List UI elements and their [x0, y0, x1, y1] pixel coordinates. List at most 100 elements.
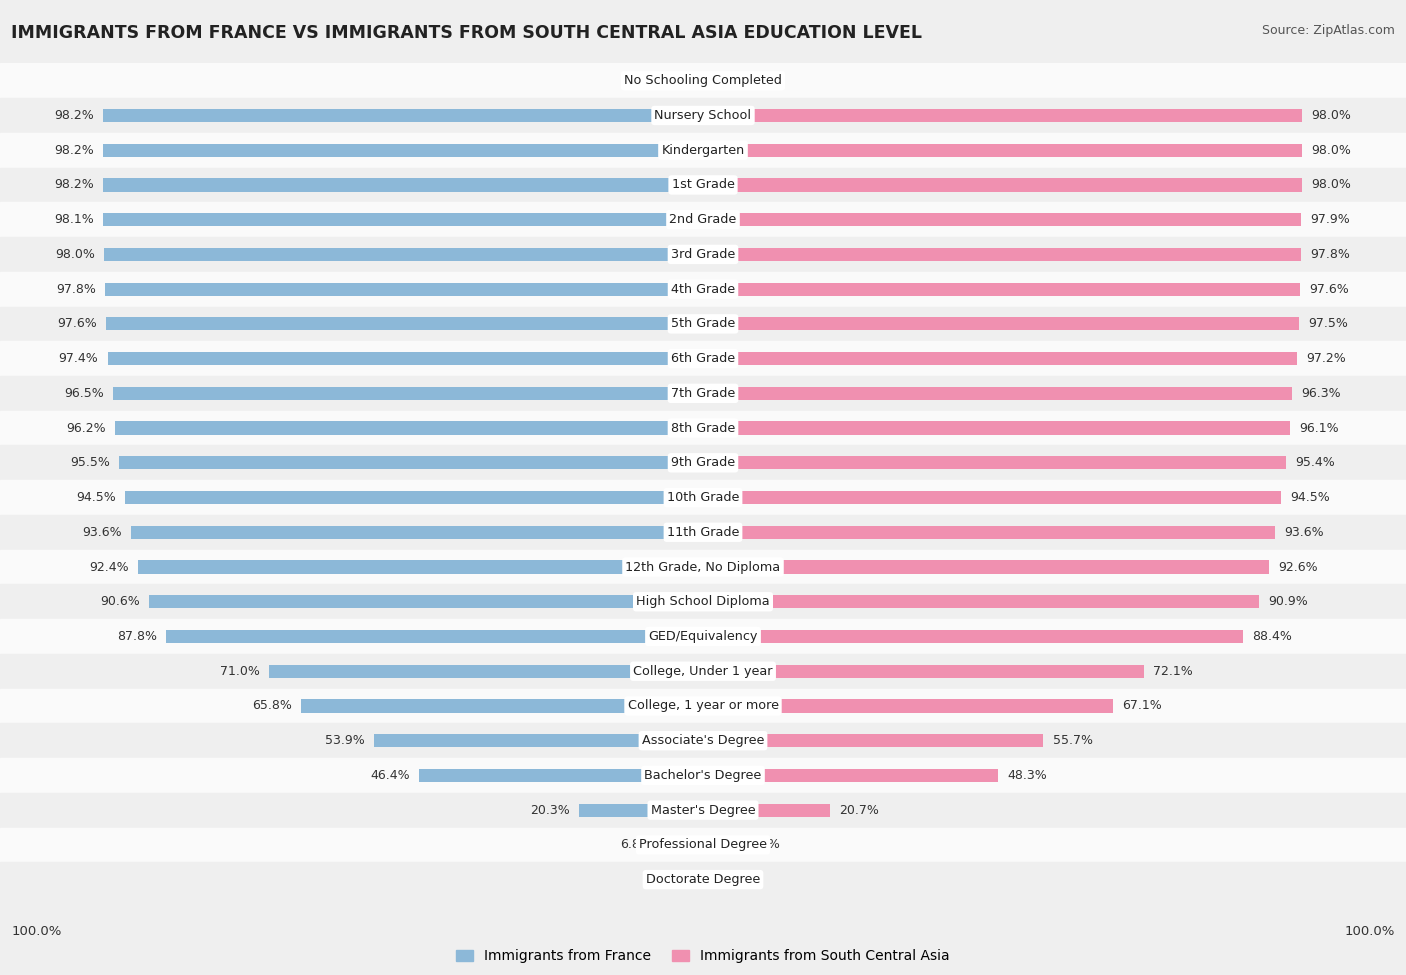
Bar: [103, 109, 703, 122]
Text: 95.4%: 95.4%: [1295, 456, 1336, 469]
Text: 98.0%: 98.0%: [1312, 143, 1351, 157]
Bar: [703, 630, 1243, 644]
Text: 98.0%: 98.0%: [1312, 109, 1351, 122]
Text: 93.6%: 93.6%: [82, 526, 122, 539]
Text: 20.3%: 20.3%: [530, 803, 569, 817]
Text: Doctorate Degree: Doctorate Degree: [645, 874, 761, 886]
Text: 6.8%: 6.8%: [620, 838, 652, 851]
Text: 5th Grade: 5th Grade: [671, 318, 735, 331]
Bar: [703, 317, 1299, 331]
Text: 96.3%: 96.3%: [1301, 387, 1340, 400]
Text: 96.1%: 96.1%: [1299, 421, 1340, 435]
Text: Source: ZipAtlas.com: Source: ZipAtlas.com: [1261, 24, 1395, 37]
Text: 20.7%: 20.7%: [839, 803, 879, 817]
Text: 55.7%: 55.7%: [1053, 734, 1092, 747]
Text: 97.6%: 97.6%: [58, 318, 97, 331]
Bar: [0, 98, 1406, 133]
Bar: [149, 595, 703, 608]
Bar: [703, 838, 740, 851]
Text: 98.2%: 98.2%: [53, 143, 94, 157]
Text: Bachelor's Degree: Bachelor's Degree: [644, 769, 762, 782]
Bar: [0, 481, 1406, 515]
Text: 92.6%: 92.6%: [1278, 561, 1317, 573]
Text: 97.8%: 97.8%: [1310, 248, 1350, 261]
Text: 3rd Grade: 3rd Grade: [671, 248, 735, 261]
Text: 90.9%: 90.9%: [1268, 596, 1308, 608]
Text: 100.0%: 100.0%: [11, 924, 62, 938]
Text: 98.2%: 98.2%: [53, 178, 94, 191]
Bar: [419, 769, 703, 782]
Bar: [703, 734, 1043, 747]
Text: High School Diploma: High School Diploma: [636, 596, 770, 608]
Bar: [0, 723, 1406, 759]
Bar: [166, 630, 703, 644]
Bar: [703, 214, 1302, 226]
Bar: [0, 515, 1406, 550]
Bar: [0, 237, 1406, 272]
Text: Master's Degree: Master's Degree: [651, 803, 755, 817]
Text: 98.0%: 98.0%: [55, 248, 94, 261]
Bar: [269, 665, 703, 678]
Text: 98.2%: 98.2%: [53, 109, 94, 122]
Bar: [685, 873, 703, 886]
Bar: [0, 272, 1406, 306]
Text: 87.8%: 87.8%: [117, 630, 157, 643]
Bar: [0, 133, 1406, 168]
Bar: [703, 526, 1275, 539]
Text: 97.5%: 97.5%: [1308, 318, 1348, 331]
Bar: [703, 561, 1270, 573]
Text: 2nd Grade: 2nd Grade: [669, 214, 737, 226]
Bar: [703, 769, 998, 782]
Bar: [703, 456, 1286, 469]
Bar: [0, 410, 1406, 446]
Bar: [103, 178, 703, 191]
Bar: [0, 654, 1406, 688]
Text: Associate's Degree: Associate's Degree: [641, 734, 765, 747]
Text: College, Under 1 year: College, Under 1 year: [633, 665, 773, 678]
Text: 1st Grade: 1st Grade: [672, 178, 734, 191]
Bar: [374, 734, 703, 747]
Text: 71.0%: 71.0%: [219, 665, 260, 678]
Bar: [703, 387, 1292, 400]
Bar: [0, 828, 1406, 862]
Bar: [703, 699, 1114, 713]
Text: 5.9%: 5.9%: [748, 838, 780, 851]
Text: Kindergarten: Kindergarten: [661, 143, 745, 157]
Text: 11th Grade: 11th Grade: [666, 526, 740, 539]
Bar: [108, 352, 703, 366]
Bar: [0, 63, 1406, 98]
Text: 72.1%: 72.1%: [1153, 665, 1192, 678]
Text: 94.5%: 94.5%: [1289, 491, 1330, 504]
Text: 10th Grade: 10th Grade: [666, 491, 740, 504]
Text: 98.0%: 98.0%: [1312, 178, 1351, 191]
Bar: [301, 699, 703, 713]
Text: 8th Grade: 8th Grade: [671, 421, 735, 435]
Bar: [107, 317, 703, 331]
Text: 46.4%: 46.4%: [371, 769, 411, 782]
Bar: [703, 421, 1291, 435]
Text: 97.8%: 97.8%: [56, 283, 96, 295]
Bar: [703, 178, 1302, 191]
Bar: [138, 561, 703, 573]
Bar: [0, 306, 1406, 341]
Bar: [105, 283, 703, 295]
Bar: [703, 143, 1302, 157]
Bar: [703, 803, 830, 817]
Bar: [0, 688, 1406, 723]
Text: 96.2%: 96.2%: [66, 421, 105, 435]
Bar: [125, 491, 703, 504]
Bar: [703, 873, 718, 886]
Bar: [0, 793, 1406, 828]
Bar: [104, 248, 703, 261]
Text: Professional Degree: Professional Degree: [638, 838, 768, 851]
Bar: [703, 283, 1299, 295]
Bar: [703, 248, 1301, 261]
Text: 2.9%: 2.9%: [644, 874, 676, 886]
Text: 97.4%: 97.4%: [59, 352, 98, 365]
Text: 97.9%: 97.9%: [1310, 214, 1350, 226]
Bar: [0, 619, 1406, 654]
Text: 98.1%: 98.1%: [55, 214, 94, 226]
Text: College, 1 year or more: College, 1 year or more: [627, 699, 779, 713]
Text: GED/Equivalency: GED/Equivalency: [648, 630, 758, 643]
Text: 95.5%: 95.5%: [70, 456, 110, 469]
